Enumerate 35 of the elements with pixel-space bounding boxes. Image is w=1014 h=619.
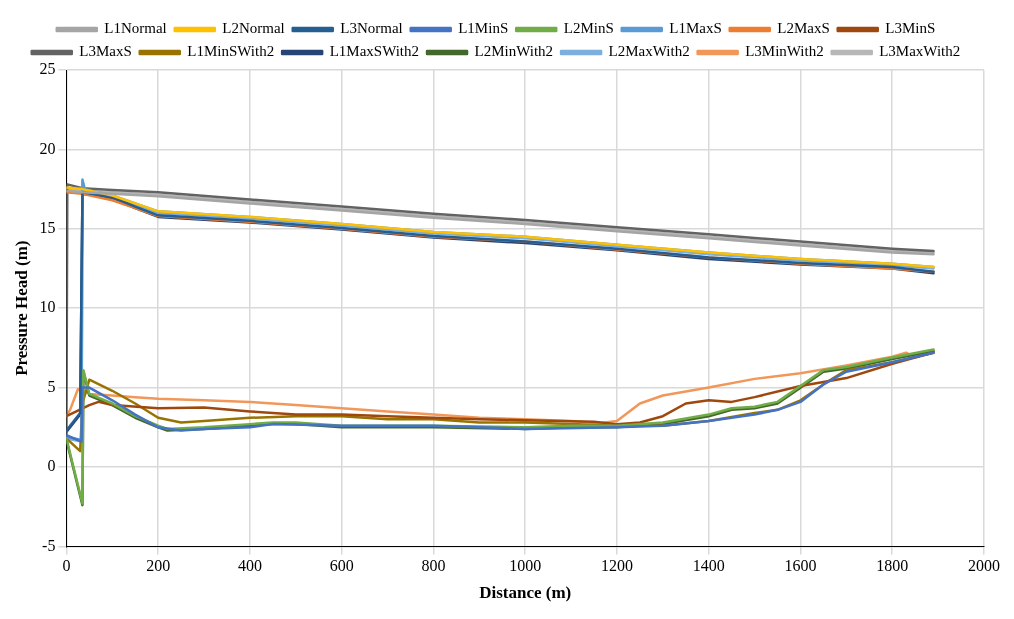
legend-label: L1MaxS xyxy=(669,20,722,37)
legend-label: L3Normal xyxy=(340,20,403,37)
x-tick-label: 1400 xyxy=(692,557,725,575)
y-tick-label: -5 xyxy=(42,536,56,554)
x-tick-label: 1600 xyxy=(784,557,817,575)
legend-label: L1Normal xyxy=(104,20,167,37)
y-tick-label: 10 xyxy=(39,298,56,316)
legend-label: L2Normal xyxy=(222,20,285,37)
y-axis-title: Pressure Head (m) xyxy=(11,240,31,376)
legend-label: L2MinS xyxy=(563,20,614,37)
y-tick-label: 15 xyxy=(39,219,56,236)
legend-label: L3MinS xyxy=(885,20,936,37)
legend-label: L2MaxS xyxy=(777,20,830,37)
legend-label: L1MinSWith2 xyxy=(187,43,275,60)
x-tick-label: 600 xyxy=(329,557,354,575)
x-tick-label: 1800 xyxy=(876,557,909,575)
x-tick-label: 1000 xyxy=(509,557,542,575)
legend-label: L3MinWith2 xyxy=(745,43,824,60)
x-tick-label: 2000 xyxy=(968,557,1000,575)
legend-label: L2MaxWith2 xyxy=(608,43,690,60)
legend-label: L1MaxSWith2 xyxy=(329,43,420,60)
x-tick-label: 400 xyxy=(237,557,262,575)
x-tick-label: 1200 xyxy=(600,557,633,575)
y-tick-label: 0 xyxy=(47,457,56,475)
y-tick-label: 20 xyxy=(39,139,56,157)
y-tick-label: 25 xyxy=(39,60,56,78)
y-tick-label: 5 xyxy=(47,377,56,395)
legend-label: L2MinWith2 xyxy=(474,43,554,60)
x-tick-label: 200 xyxy=(146,557,171,575)
legend-label: L3MaxWith2 xyxy=(879,43,961,60)
x-tick-label: 800 xyxy=(421,557,446,575)
x-tick-label: 0 xyxy=(62,557,71,575)
legend-label: L3MaxS xyxy=(79,43,132,60)
legend-label: L1MinS xyxy=(458,20,509,37)
x-axis-title: Distance (m) xyxy=(479,583,572,603)
